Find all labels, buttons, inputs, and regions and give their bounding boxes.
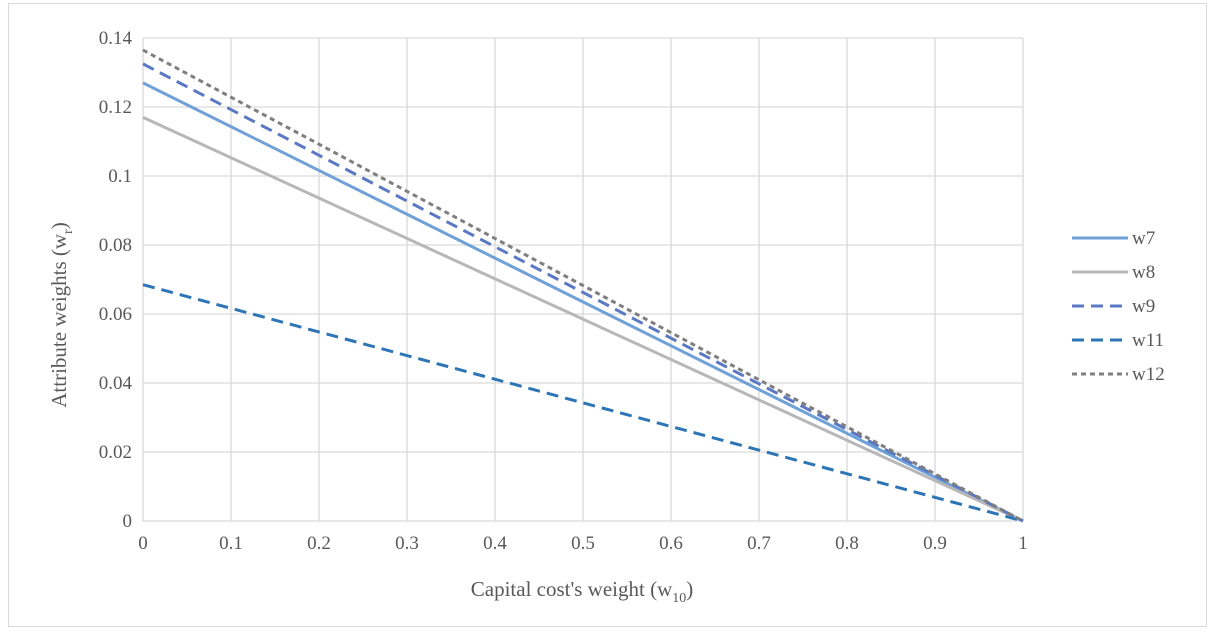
legend-label-w12: w12 (1132, 364, 1165, 385)
y-tick-label: 0.06 (99, 304, 132, 325)
x-tick-label: 0 (138, 533, 148, 554)
y-tick-label: 0 (123, 511, 133, 532)
x-axis-title: Capital cost's weight (w10) (471, 577, 694, 606)
x-tick-label: 0.5 (571, 533, 595, 554)
y-tick-label: 0.1 (108, 166, 132, 187)
x-tick-label: 0.8 (835, 533, 859, 554)
x-tick-label: 0.3 (395, 533, 419, 554)
tick-labels: 0 0.1 0.2 0.3 0.4 0.5 0.6 0.7 0.8 0.9 1 0 0.02 0.04 0.… (99, 28, 1028, 554)
series-lines (142, 48, 1024, 523)
series-line-w12 (142, 48, 1024, 523)
y-tick-label: 0.12 (99, 97, 132, 118)
x-tick-label: 0.9 (923, 533, 947, 554)
series-line-w8 (142, 115, 1024, 523)
y-tick-label: 0.14 (99, 28, 133, 49)
legend-label-w11: w11 (1132, 330, 1164, 351)
legend-label-w9: w9 (1132, 296, 1155, 317)
y-tick-label: 0.04 (99, 373, 133, 394)
legend-label-w8: w8 (1132, 262, 1155, 283)
x-tick-label: 0.1 (219, 533, 243, 554)
x-tick-label: 0.2 (307, 533, 331, 554)
series-line-w7 (142, 81, 1024, 523)
y-tick-label: 0.08 (99, 235, 132, 256)
y-tick-label: 0.02 (99, 442, 132, 463)
x-tick-label: 1 (1018, 533, 1028, 554)
series-line-w9 (142, 62, 1024, 523)
y-axis-title: Attribute weights (wr) (47, 222, 76, 407)
legend-label-w7: w7 (1132, 228, 1155, 249)
legend: w7 w8 w9 w11 w12 (1072, 228, 1165, 385)
gridlines (142, 37, 1024, 522)
x-tick-label: 0.4 (483, 533, 507, 554)
x-tick-label: 0.7 (747, 533, 771, 554)
x-tick-label: 0.6 (659, 533, 683, 554)
